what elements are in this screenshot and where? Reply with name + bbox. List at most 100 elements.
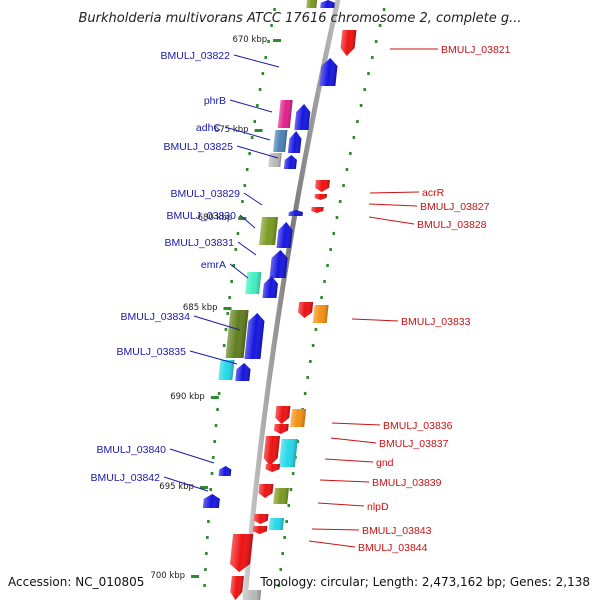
label-leader: [169, 448, 215, 464]
gene-label-reverse[interactable]: BMULJ_03837: [379, 438, 449, 450]
tick-inner: [204, 568, 207, 571]
gene-glyph-shade: [315, 180, 330, 192]
tick-inner: [245, 168, 249, 171]
gene-label-reverse[interactable]: BMULJ_03844: [358, 542, 428, 554]
tick-inner: [210, 472, 214, 475]
tick-outer: [320, 296, 323, 299]
gene-glyph-shade: [276, 222, 293, 248]
gene-glyph-shade: [274, 424, 289, 434]
gene-glyph-shade: [263, 436, 281, 466]
gene-label-forward[interactable]: BMULJ_03822: [161, 50, 231, 62]
gene-label-reverse[interactable]: BMULJ_03836: [383, 420, 453, 432]
gene-label-reverse[interactable]: BMULJ_03833: [401, 316, 471, 328]
label-leader: [317, 502, 365, 507]
gene-glyph-shade: [275, 406, 291, 424]
tick-inner: [216, 408, 219, 411]
gene-glyph-shade: [319, 58, 338, 86]
map-title: Burkholderia multivorans ATCC 17616 chro…: [79, 11, 522, 26]
gene-glyph-shade: [229, 534, 254, 572]
ruler-major-tick: [199, 486, 208, 489]
gene-label-reverse[interactable]: BMULJ_03839: [372, 477, 442, 489]
ruler-major-tick: [238, 217, 247, 220]
gene-label-reverse[interactable]: BMULJ_03843: [362, 525, 432, 537]
tick-inner: [222, 344, 226, 347]
gene-glyph-shade: [253, 514, 269, 524]
gene-glyph-shade: [311, 207, 324, 213]
gene-label-reverse[interactable]: gnd: [376, 457, 394, 469]
label-leader: [189, 350, 238, 365]
gene-glyph-shade: [244, 313, 265, 359]
tick-outer: [342, 184, 345, 187]
tick-inner: [224, 328, 228, 331]
gene-glyph-shade: [202, 494, 220, 508]
gene-label-forward[interactable]: BMULJ_03829: [171, 188, 241, 200]
tick-outer: [309, 360, 312, 363]
tick-inner: [228, 296, 231, 299]
tick-inner: [206, 536, 209, 539]
tick-inner: [230, 280, 233, 283]
tick-inner: [250, 136, 254, 139]
gene-label-forward[interactable]: emrA: [201, 259, 226, 271]
ruler-label: 680 kbp: [198, 213, 233, 223]
tick-inner: [256, 104, 259, 107]
tick-outer: [349, 152, 352, 155]
gene-label-forward[interactable]: BMULJ_03834: [121, 311, 191, 323]
label-leader: [229, 263, 249, 279]
label-leader: [243, 192, 263, 206]
gene-glyph-shade: [320, 0, 335, 8]
gene-glyph-shade: [268, 518, 284, 530]
gene-label-reverse[interactable]: BMULJ_03828: [417, 219, 487, 231]
ruler-major-tick: [210, 396, 219, 399]
gene-glyph-shade: [245, 272, 262, 294]
tick-inner: [211, 456, 215, 459]
tick-outer: [374, 40, 378, 43]
tick-outer: [303, 392, 307, 395]
tick-inner: [226, 312, 230, 315]
tick-outer: [287, 504, 291, 507]
tick-outer: [306, 376, 310, 379]
label-leader: [229, 99, 273, 113]
ruler-ticks: [203, 8, 386, 587]
gene-glyph-shade: [288, 210, 303, 216]
label-leader: [224, 126, 271, 141]
tick-inner: [261, 72, 265, 75]
tick-inner: [248, 152, 251, 155]
ruler-label: 695 kbp: [159, 482, 194, 492]
gene-label-reverse[interactable]: BMULJ_03827: [420, 201, 490, 213]
gene-label-forward[interactable]: BMULJ_03830: [167, 210, 237, 222]
gene-glyph-shade: [225, 310, 249, 358]
gene-label-reverse[interactable]: BMULJ_03821: [441, 44, 511, 56]
gene-label-reverse[interactable]: nlpD: [367, 501, 389, 513]
tick-outer: [281, 552, 284, 555]
label-leader: [239, 214, 256, 229]
tick-inner: [243, 184, 247, 187]
tick-outer: [338, 200, 342, 203]
label-leader: [324, 458, 374, 463]
tick-inner: [264, 56, 268, 59]
gene-label-forward[interactable]: BMULJ_03842: [91, 472, 161, 484]
tick-outer: [345, 168, 349, 171]
label-leader: [236, 145, 279, 159]
gene-label-forward[interactable]: BMULJ_03825: [164, 141, 234, 153]
tick-outer: [378, 24, 382, 27]
gene-labels: BMULJ_03822 phrB adhC BMULJ_03825 BMULJ_0382…: [91, 44, 511, 554]
gene-label-forward[interactable]: adhC: [196, 122, 222, 134]
gene-glyph-shade: [259, 217, 278, 245]
gene-label-reverse[interactable]: acrR: [422, 187, 445, 199]
tick-outer: [356, 120, 359, 123]
gene-glyph-shade: [218, 466, 232, 476]
tick-inner: [258, 88, 262, 91]
gene-label-forward[interactable]: BMULJ_03835: [117, 346, 187, 358]
gene-glyph-shade: [298, 302, 314, 318]
label-leader: [368, 216, 415, 225]
topology-text: Topology: circular; Length: 2,473,162 bp…: [259, 575, 590, 589]
gene-glyph-shade: [273, 130, 288, 152]
gene-glyph-shade: [290, 409, 307, 427]
tick-outer: [370, 56, 374, 59]
gene-label-forward[interactable]: BMULJ_03831: [165, 237, 235, 249]
gene-label-forward[interactable]: phrB: [204, 95, 226, 107]
gene-label-forward[interactable]: BMULJ_03840: [97, 444, 167, 456]
ruler-major-tick: [223, 307, 232, 310]
tick-inner: [217, 392, 221, 395]
